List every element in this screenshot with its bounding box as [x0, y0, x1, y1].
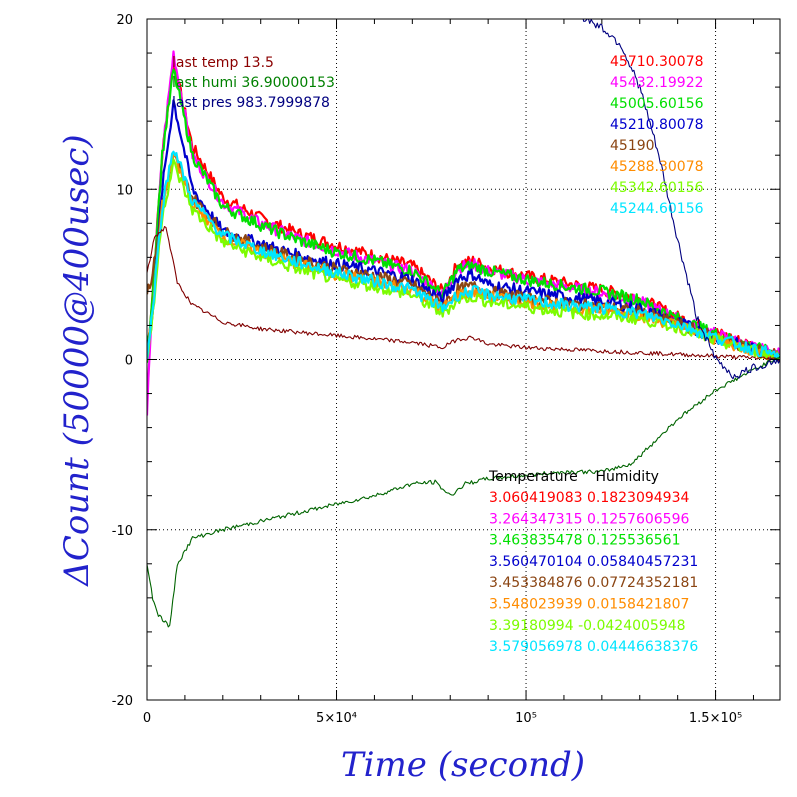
coefficient-label: 3.548023939 0.0158421807 — [489, 597, 689, 613]
y-tick-label: 20 — [116, 13, 133, 28]
coefficient-label: 3.060419083 0.1823094934 — [489, 490, 689, 506]
axis-ticks — [146, 18, 780, 701]
count-label: 45005.60156 — [610, 96, 704, 112]
y-tick-label: -10 — [112, 524, 133, 539]
y-tick-label: 0 — [125, 354, 133, 369]
coefficient-label: 3.463835478 0.125536561 — [489, 533, 681, 549]
coefficient-label: 3.579056978 0.04446638376 — [489, 639, 698, 655]
count-label: 45210.80078 — [610, 117, 704, 133]
y-tick-label: -20 — [112, 694, 133, 709]
coefficient-label: 3.264347315 0.1257606596 — [489, 511, 689, 527]
count-label: 45342.60156 — [610, 180, 704, 196]
last-reading-label: last temp 13.5 — [172, 55, 274, 71]
x-axis-title: Time (second) — [341, 745, 585, 785]
count-label: 45190 — [610, 138, 655, 154]
grid — [147, 19, 780, 700]
coefficient-label: 3.453384876 0.07724352181 — [489, 575, 698, 591]
last-reading-label: last pres 983.7999878 — [172, 95, 330, 111]
series-layer — [147, 19, 780, 628]
x-tick-label: 5×10⁴ — [316, 711, 357, 726]
series-line — [147, 68, 780, 363]
count-label: 45244.60156 — [610, 201, 704, 217]
x-tick-label: 10⁵ — [515, 711, 537, 726]
series-line — [582, 19, 780, 380]
series-line — [147, 355, 780, 628]
series-line — [147, 226, 780, 362]
coefficient-label: 3.560470104 0.05840457231 — [489, 554, 698, 570]
count-label: 45288.30078 — [610, 159, 704, 175]
count-label: 45432.19922 — [610, 75, 704, 91]
annotations: last temp 13.5 last humi 36.90000153 last … — [172, 54, 704, 655]
y-tick-label: 10 — [116, 183, 133, 198]
coefficient-header: Temperature Humidity — [488, 469, 659, 485]
y-axis-title: ΔCount (50000@400usec) — [57, 134, 97, 587]
x-tick-label: 0 — [143, 711, 151, 726]
series-line — [147, 150, 780, 361]
last-reading-label: last humi 36.90000153 — [172, 75, 335, 91]
count-label: 45710.30078 — [610, 54, 704, 70]
x-tick-label: 1.5×10⁵ — [689, 711, 742, 726]
coefficient-label: 3.39180994 -0.0424005948 — [489, 618, 686, 634]
tick-labels: 0 5×10⁴ 10⁵ 1.5×10⁵ -20 -10 0 10 20 — [112, 13, 742, 726]
